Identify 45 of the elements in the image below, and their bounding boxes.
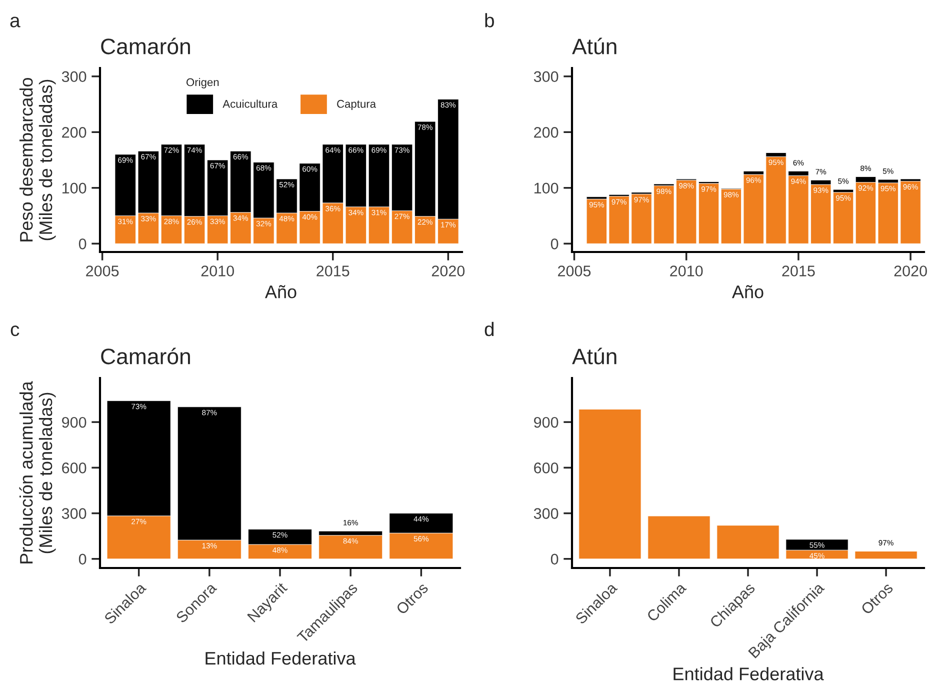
text: b [485, 13, 494, 28]
chart-title: Atún [572, 38, 616, 54]
bar [578, 408, 642, 560]
bar [648, 516, 710, 560]
text: c [10, 326, 20, 336]
y-tick-label: 100 [62, 182, 86, 194]
y-tick-label: 600 [534, 462, 558, 474]
y-tick-label: 0 [550, 554, 558, 565]
y-tick-label: 0 [550, 238, 558, 250]
x-tick-label: 2015 [782, 266, 815, 276]
y-tick-label: 600 [62, 462, 86, 474]
x-tick-label: 2010 [201, 266, 234, 276]
y-tick-label: 900 [534, 416, 558, 428]
x-tick-label: 2020 [432, 266, 465, 276]
y-tick-label: 100 [534, 182, 558, 194]
chart-title: Camarón [101, 348, 190, 364]
y-tick-label: 300 [534, 508, 558, 519]
x-axis-title: Entidad Federativa [206, 651, 356, 665]
chart-title: Camarón [101, 38, 190, 54]
x-tick-label: 2005 [558, 266, 591, 276]
y-tick-label: 0 [78, 238, 86, 250]
legend-label: Acuicultura [222, 100, 278, 108]
x-tick-label: 2015 [316, 266, 350, 276]
bar [854, 550, 918, 560]
x-axis-title: Año [732, 285, 764, 298]
y-axis-title: Peso desembarcado (Miles de toneladas) [19, 78, 56, 242]
y-tick-label: 200 [62, 126, 86, 138]
text: a [10, 16, 20, 28]
bar [716, 525, 780, 560]
x-tick-label: 2005 [86, 266, 119, 276]
x-axis-title: Entidad Federativa [674, 667, 824, 680]
legend-label: Captura [337, 100, 376, 110]
y-axis-title: Producción acumulada (Miles de toneladas) [19, 381, 56, 564]
chart-title: Atún [572, 348, 616, 364]
x-tick-label: 2010 [670, 266, 703, 276]
y-tick-label: 300 [534, 71, 558, 82]
legend-title: Origen [186, 78, 219, 88]
text: d [484, 322, 494, 336]
y-tick-label: 200 [534, 126, 558, 138]
y-tick-label: 0 [78, 554, 86, 565]
y-tick-label: 300 [62, 508, 86, 519]
x-tick-label: 2020 [894, 266, 927, 276]
y-tick-label: 900 [62, 416, 86, 428]
x-axis-title: Año [264, 285, 296, 298]
y-tick-label: 300 [62, 71, 86, 82]
